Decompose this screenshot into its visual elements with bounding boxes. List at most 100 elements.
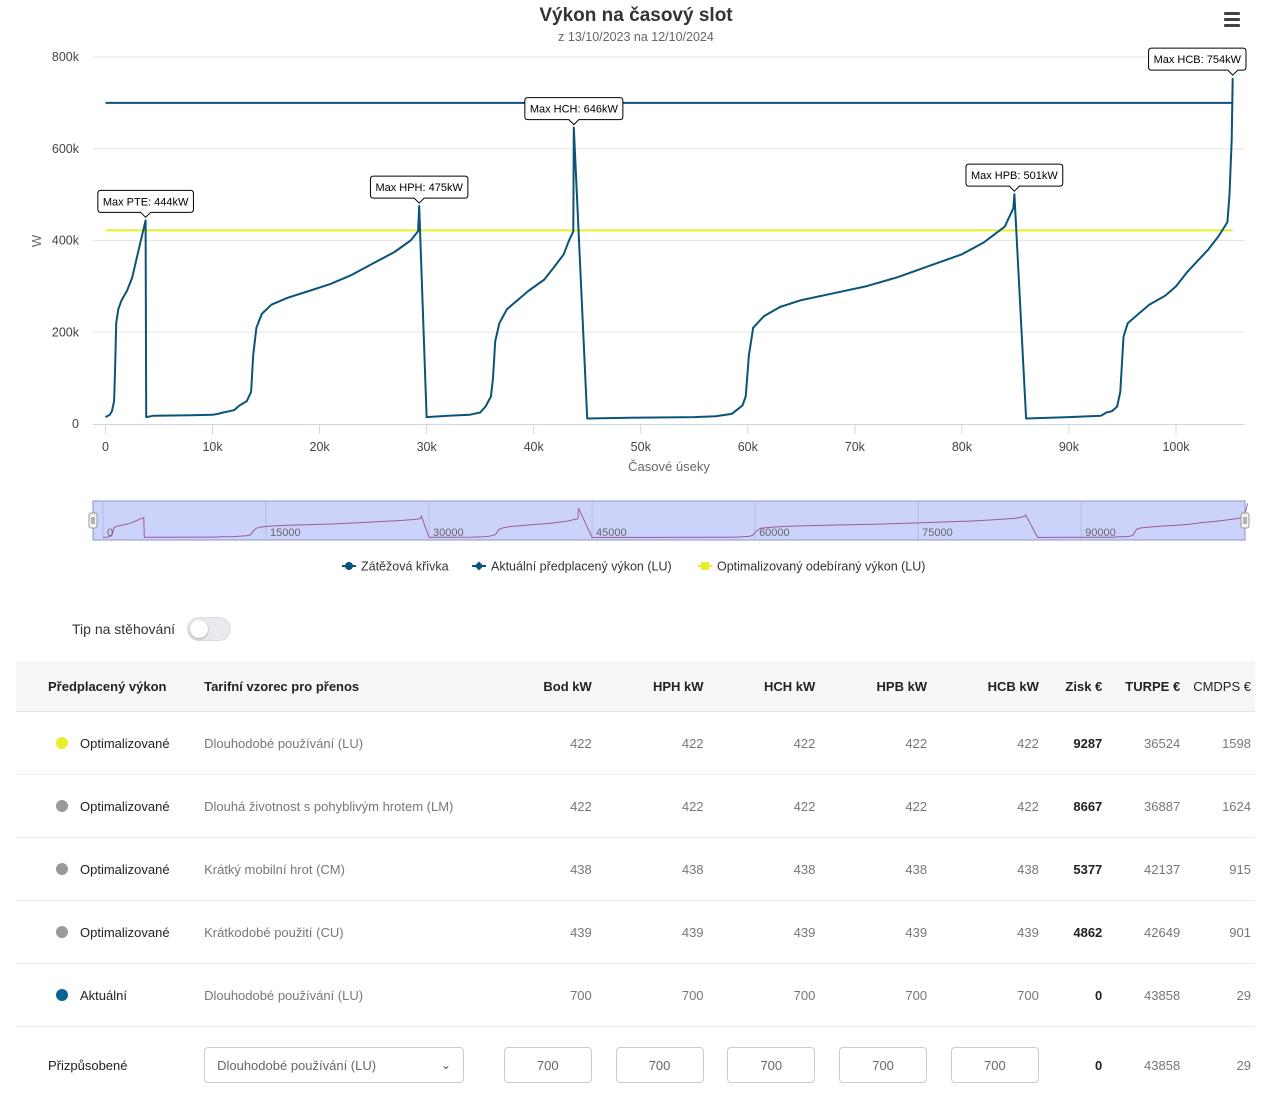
legend-label: Optimalizovaný odebíraný výkon (LU) [717, 560, 925, 574]
header-hcb: HCB kW [939, 661, 1051, 712]
row-bod: 438 [492, 838, 604, 901]
row-formula: Krátkodobé použití (CU) [196, 901, 492, 964]
yellow-dot-icon [56, 737, 68, 749]
row-bod: 422 [492, 775, 604, 838]
peak-annotation-label: Max HCB: 754kW [1154, 54, 1242, 66]
bod-input[interactable] [504, 1047, 592, 1083]
row-formula: Dlouhodobé používání (LU) [196, 712, 492, 775]
row-profit: 4862 [1051, 901, 1114, 964]
header-bod: Bod kW [492, 661, 604, 712]
row-label-cell: Optimalizované [16, 775, 196, 838]
row-hch: 438 [716, 838, 828, 901]
row-turpe: 43858 [1114, 964, 1192, 1027]
relocation-tip-row: Tip na stěhování [72, 617, 231, 641]
row-hph: 422 [604, 712, 716, 775]
header-hpb: HPB kW [827, 661, 939, 712]
handle-body [89, 513, 97, 528]
table-row: Aktuální Dlouhodobé používání (LU) 700 7… [16, 964, 1255, 1027]
legend-item[interactable]: Aktuální předplacený výkon (LU) [472, 560, 672, 574]
y-tick-label: 600k [52, 142, 80, 156]
navigator-tick-label: 75000 [922, 527, 953, 539]
x-tick-label: 50k [631, 440, 652, 454]
row-label-cell: Optimalizované [16, 712, 196, 775]
navigator-right-handle[interactable] [1241, 513, 1249, 528]
toggle-knob [190, 620, 208, 638]
row-turpe: 42137 [1114, 838, 1192, 901]
row-profit: 9287 [1051, 712, 1114, 775]
x-tick-label: 80k [952, 440, 973, 454]
y-tick-label: 0 [72, 417, 79, 431]
hch-input-cell [716, 1027, 828, 1103]
row-hcb: 422 [939, 775, 1051, 838]
header-hch: HCH kW [716, 661, 828, 712]
row-bod: 700 [492, 964, 604, 1027]
x-tick-label: 100k [1162, 440, 1190, 454]
row-bod: 439 [492, 901, 604, 964]
relocation-tip-toggle[interactable] [187, 617, 231, 641]
row-formula: Dlouhá životnost s pohyblivým hrotem (LM… [196, 775, 492, 838]
table-row-custom: Přizpůsobené Dlouhodobé používání (LU)⌄ … [16, 1027, 1255, 1103]
hpb-input-cell [827, 1027, 939, 1103]
row-hph: 438 [604, 838, 716, 901]
x-tick-label: 60k [738, 440, 759, 454]
peak-annotation: Max HPH: 475kW [370, 176, 467, 203]
formula-select-value: Dlouhodobé používání (LU) [217, 1058, 376, 1073]
peak-annotation: Max HCB: 754kW [1149, 48, 1246, 75]
table-row: Optimalizované Dlouhodobé používání (LU)… [16, 712, 1255, 775]
row-turpe: 36524 [1114, 712, 1192, 775]
row-hpb: 438 [827, 838, 939, 901]
row-hch: 422 [716, 712, 828, 775]
row-hch: 700 [716, 964, 828, 1027]
series-group [106, 78, 1233, 418]
hcb-input[interactable] [951, 1047, 1039, 1083]
relocation-tip-label: Tip na stěhování [72, 621, 175, 637]
row-hcb: 439 [939, 901, 1051, 964]
row-turpe: 43858 [1114, 1027, 1192, 1103]
chart-title: Výkon na časový slot [539, 5, 733, 26]
navigator-left-handle[interactable] [89, 513, 97, 528]
handle-body [1241, 513, 1249, 528]
y-axis-label: W [29, 234, 44, 247]
row-label: Optimalizované [80, 799, 170, 814]
hch-input[interactable] [727, 1047, 815, 1083]
row-formula: Dlouhodobé používání (LU) [196, 964, 492, 1027]
row-label: Přizpůsobené [48, 1058, 128, 1073]
y-tick-label: 400k [52, 234, 80, 248]
formula-select-cell: Dlouhodobé používání (LU) ⌄ [196, 1027, 492, 1103]
row-hpb: 439 [827, 901, 939, 964]
gray-dot-icon [56, 800, 68, 812]
legend-item[interactable]: Optimalizovaný odebíraný výkon (LU) [698, 560, 925, 574]
gray-dot-icon [56, 863, 68, 875]
row-turpe: 42649 [1114, 901, 1192, 964]
legend[interactable]: Zátěžová křivka Aktuální předplacený výko… [342, 560, 925, 574]
row-cmdps: 29 [1192, 1027, 1255, 1103]
chevron-down-icon: ⌄ [441, 1058, 451, 1072]
table-row: Optimalizované Krátký mobilní hrot (CM) … [16, 838, 1255, 901]
row-hcb: 438 [939, 838, 1051, 901]
legend-item[interactable]: Zátěžová křivka [342, 560, 449, 574]
row-cmdps: 901 [1192, 901, 1255, 964]
row-profit: 0 [1051, 1027, 1114, 1103]
gray-dot-icon [56, 926, 68, 938]
x-axis-label: Časové úseky [628, 459, 710, 474]
annotations: Max PTE: 444kW Max HPH: 475kW Max HCH: 646… [98, 48, 1246, 217]
header-hph: HPH kW [604, 661, 716, 712]
row-label-cell: Přizpůsobené [16, 1027, 196, 1103]
peak-annotation-label: Max HCH: 646kW [530, 104, 619, 116]
x-tick-label: 10k [202, 440, 223, 454]
hph-input[interactable] [616, 1047, 704, 1083]
header-profit: Zisk € [1051, 661, 1114, 712]
row-cmdps: 1624 [1192, 775, 1255, 838]
circle-marker-icon [345, 562, 353, 570]
square-marker-icon [701, 562, 709, 570]
hamburger-menu-icon[interactable] [1220, 12, 1244, 30]
row-cmdps: 1598 [1192, 712, 1255, 775]
formula-select[interactable]: Dlouhodobé používání (LU) ⌄ [204, 1047, 464, 1083]
hpb-input[interactable] [839, 1047, 927, 1083]
peak-annotation-label: Max HPH: 475kW [375, 182, 463, 194]
peak-annotation: Max PTE: 444kW [98, 190, 194, 217]
row-bod: 422 [492, 712, 604, 775]
y-tick-label: 200k [52, 325, 80, 339]
